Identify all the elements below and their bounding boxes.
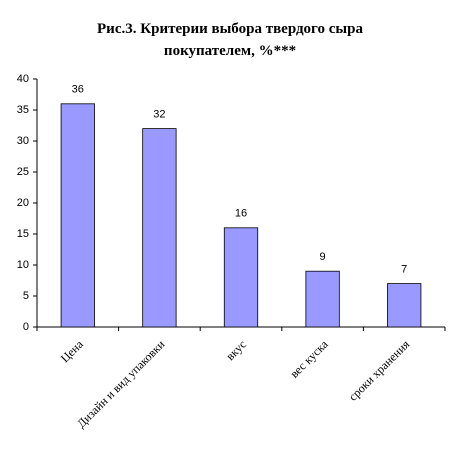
x-tick-label: вкус (223, 337, 249, 363)
y-tick-label: 30 (17, 135, 29, 147)
x-tick-label: сроки хранения (346, 337, 413, 404)
y-tick-label: 5 (23, 290, 29, 302)
y-tick-label: 20 (17, 197, 29, 209)
chart-title: Рис.3. Критерии выбора твердого сыра пок… (97, 21, 363, 59)
x-tick-label: вес куска (287, 337, 331, 381)
data-label: 36 (72, 84, 84, 96)
y-tick-label: 25 (17, 166, 29, 178)
y-tick-label: 35 (17, 104, 29, 116)
y-tick-label: 15 (17, 228, 29, 240)
bar (387, 283, 422, 328)
y-tick-label: 0 (23, 321, 29, 333)
data-label: 16 (235, 208, 247, 220)
bar (60, 103, 95, 328)
data-label: 9 (320, 251, 326, 263)
data-label: 32 (153, 109, 165, 121)
bar (305, 270, 340, 328)
bar (142, 128, 177, 328)
y-tick-label: 10 (17, 259, 29, 271)
x-tick-label: Дизайн и вид упаковки (74, 337, 168, 431)
y-tick-label: 40 (17, 73, 29, 85)
bar (223, 227, 259, 328)
data-label: 7 (401, 264, 407, 276)
x-tick-label: Цена (58, 337, 87, 366)
